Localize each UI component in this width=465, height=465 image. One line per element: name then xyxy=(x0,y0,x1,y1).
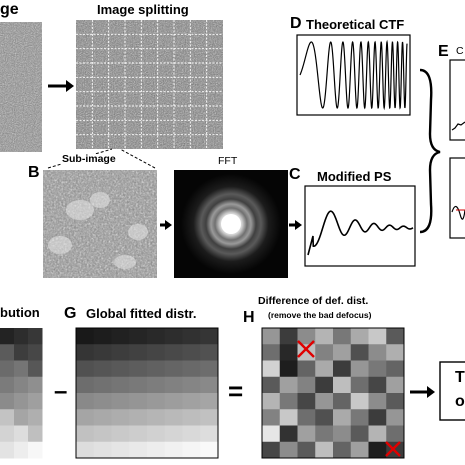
panel-h-letter: H xyxy=(243,309,255,326)
global-fitted-title: Global fitted distr. xyxy=(86,306,197,321)
global-fitted-grid xyxy=(76,328,219,459)
theoretical-ctf-curve xyxy=(299,39,408,111)
image-splitting-title: Image splitting xyxy=(97,2,189,17)
modified-ps-title: Modified PS xyxy=(317,169,392,184)
split-image xyxy=(76,20,223,149)
panel-e-plot-top xyxy=(449,59,465,141)
arrow-a-to-split xyxy=(48,80,74,92)
difference-subtitle: (remove the bad defocus) xyxy=(268,310,372,320)
modified-ps-curve xyxy=(307,210,414,256)
fft-label: FFT xyxy=(218,155,238,167)
panel-e-letter: E xyxy=(438,43,449,60)
panel-e-fragment: C xyxy=(456,45,464,57)
bad-defocus-cross-2 xyxy=(385,441,401,457)
arrow-h-to-final xyxy=(410,386,435,398)
arrow-fft-to-ps xyxy=(289,220,302,230)
final-box-line1: T xyxy=(455,369,465,386)
difference-grid xyxy=(262,328,405,459)
panel-f-title: bution xyxy=(0,305,40,320)
panel-g-letter: G xyxy=(64,305,77,322)
panel-c-letter: C xyxy=(289,166,301,183)
final-box-line2: o xyxy=(455,393,465,410)
panel-b-letter: B xyxy=(28,164,40,181)
minus-operator: – xyxy=(54,378,68,405)
panel-e-plot-bottom xyxy=(449,157,465,239)
sub-image-label: Sub-image xyxy=(62,153,116,165)
arrow-b-to-fft xyxy=(160,220,172,230)
brace xyxy=(419,68,441,234)
equals-operator: = xyxy=(228,376,244,406)
panel-f-grid xyxy=(0,328,43,459)
panel-a-title: ge xyxy=(0,1,19,18)
bad-defocus-cross-1 xyxy=(297,340,315,358)
theoretical-ctf-title: Theoretical CTF xyxy=(306,17,405,32)
difference-title: Difference of def. dist. xyxy=(258,295,369,307)
sub-image-callout xyxy=(47,148,156,169)
panel-d-letter: D xyxy=(290,15,302,32)
final-result-box xyxy=(439,361,465,421)
